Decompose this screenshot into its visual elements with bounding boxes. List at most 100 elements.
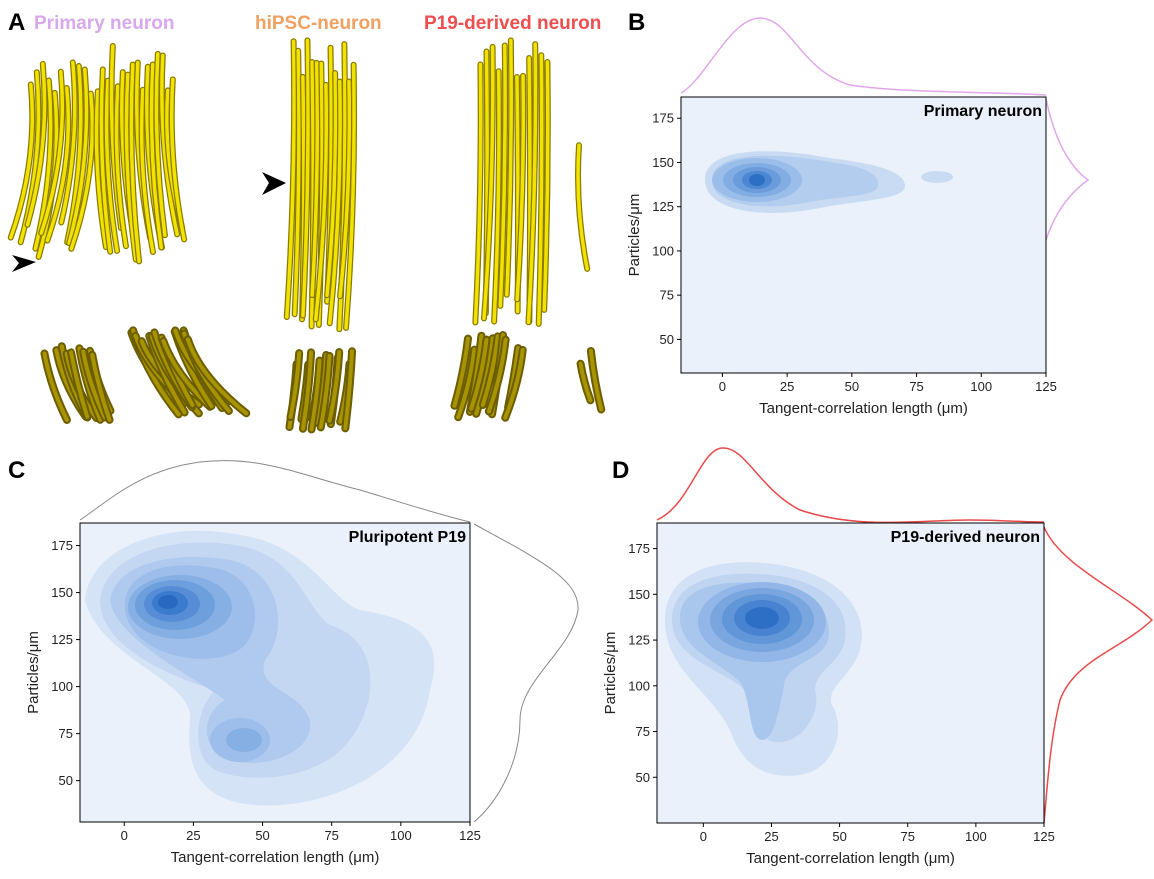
microtubule xyxy=(45,86,71,243)
microtubule-bundle xyxy=(42,351,69,422)
microtubule xyxy=(39,70,65,235)
panel-a-title: P19-derived neuron xyxy=(424,13,601,34)
microtubule-bundle xyxy=(469,337,489,411)
y-tick-label: 50 xyxy=(660,332,674,347)
microtubule-bundle xyxy=(588,348,604,412)
panel-label: B xyxy=(628,9,645,36)
x-axis-title: Tangent-correlation length (μm) xyxy=(171,849,380,866)
microtubule-bundle xyxy=(318,353,332,430)
y-tick-label: 75 xyxy=(660,288,674,303)
microtubule xyxy=(285,39,296,319)
chart-label: Pluripotent P19 xyxy=(349,529,466,546)
microtubule xyxy=(482,45,495,321)
x-tick-label: 75 xyxy=(324,828,338,843)
microtubule xyxy=(576,143,589,271)
marginal-curve xyxy=(1043,526,1154,824)
microtubule xyxy=(104,78,119,253)
marginal-curve xyxy=(79,460,471,523)
microtubule-bundle xyxy=(452,336,470,408)
plot-frame xyxy=(680,96,1047,374)
microtubule xyxy=(139,88,155,254)
marginal-curve xyxy=(1045,98,1090,241)
y-tick-label: 175 xyxy=(652,111,674,126)
microtubule xyxy=(154,52,167,238)
density-contours xyxy=(657,523,1044,823)
marginal-curve xyxy=(473,523,579,823)
x-tick-label: 25 xyxy=(186,828,200,843)
x-tick-label: 25 xyxy=(764,829,778,844)
microtubule xyxy=(65,64,83,244)
microtubule xyxy=(344,62,356,330)
microtubule xyxy=(338,79,352,299)
microtubule xyxy=(9,82,35,240)
y-tick-label: 50 xyxy=(59,773,73,788)
x-tick-label: 25 xyxy=(780,379,794,394)
microtubule-bundle xyxy=(69,350,90,419)
microtubule xyxy=(149,62,163,250)
y-tick-label: 125 xyxy=(652,199,674,214)
microtubule xyxy=(114,84,128,248)
y-tick-label: 75 xyxy=(636,724,650,739)
y-tick-label: 150 xyxy=(51,585,73,600)
microtubule xyxy=(492,69,501,324)
microtubule-bundle xyxy=(185,337,249,416)
x-tick-label: 125 xyxy=(459,828,481,843)
chart-label: Primary neuron xyxy=(924,103,1042,120)
microtubule-bundle xyxy=(327,350,342,423)
y-tick-label: 150 xyxy=(628,587,650,602)
marginal-curve xyxy=(656,447,1045,524)
y-axis-title: Particles/μm xyxy=(602,632,619,715)
x-axis-title: Tangent-correlation length (μm) xyxy=(746,850,955,867)
microtubule xyxy=(94,89,108,249)
x-tick-label: 75 xyxy=(900,829,914,844)
microtubule-bundle xyxy=(288,351,302,420)
microtubule-bundle xyxy=(309,358,322,432)
x-tick-label: 100 xyxy=(970,379,992,394)
density-contours xyxy=(80,523,470,822)
microtubule-bundle xyxy=(486,337,508,414)
microtubule xyxy=(69,91,95,251)
y-tick-label: 50 xyxy=(636,770,650,785)
microtubule xyxy=(310,61,320,297)
y-tick-label: 175 xyxy=(51,538,73,553)
x-tick-label: 75 xyxy=(909,379,923,394)
panel-a-title: Primary neuron xyxy=(34,13,174,34)
microtubule xyxy=(59,60,77,225)
microtubule xyxy=(292,49,301,317)
microtubule-bundle xyxy=(503,347,525,420)
microtubule-bundle xyxy=(343,349,355,431)
x-tick-label: 125 xyxy=(1035,379,1057,394)
microtubule-bundle xyxy=(90,352,112,422)
arrowhead xyxy=(12,255,36,272)
y-axis-title: Particles/μm xyxy=(626,194,643,277)
microtubule xyxy=(160,53,179,237)
microtubule-bundle xyxy=(300,350,314,431)
microtubule xyxy=(526,42,538,325)
microtubule xyxy=(515,74,526,302)
microtubule xyxy=(327,79,342,326)
microtubule xyxy=(325,71,338,297)
density-contours xyxy=(681,97,1046,373)
chart-label: P19-derived neuron xyxy=(891,529,1040,546)
arrowhead xyxy=(262,172,286,195)
microtubule xyxy=(314,83,329,322)
x-tick-label: 50 xyxy=(845,379,859,394)
microtubule xyxy=(536,53,544,326)
x-tick-label: 100 xyxy=(965,829,987,844)
microtubule-bundle xyxy=(456,347,477,420)
microtubule xyxy=(542,60,550,312)
microtubule xyxy=(124,72,138,262)
y-tick-label: 100 xyxy=(51,679,73,694)
y-tick-label: 75 xyxy=(59,726,73,741)
y-tick-label: 125 xyxy=(51,632,73,647)
panel-label: C xyxy=(8,457,25,484)
microtubule xyxy=(129,62,141,264)
x-tick-label: 0 xyxy=(719,379,726,394)
microtubule xyxy=(505,38,513,297)
microtubule xyxy=(169,77,186,242)
x-axis-title: Tangent-correlation length (μm) xyxy=(759,400,968,417)
microtubule xyxy=(301,38,310,318)
y-tick-label: 175 xyxy=(628,541,650,556)
panel-a-images xyxy=(7,37,606,434)
